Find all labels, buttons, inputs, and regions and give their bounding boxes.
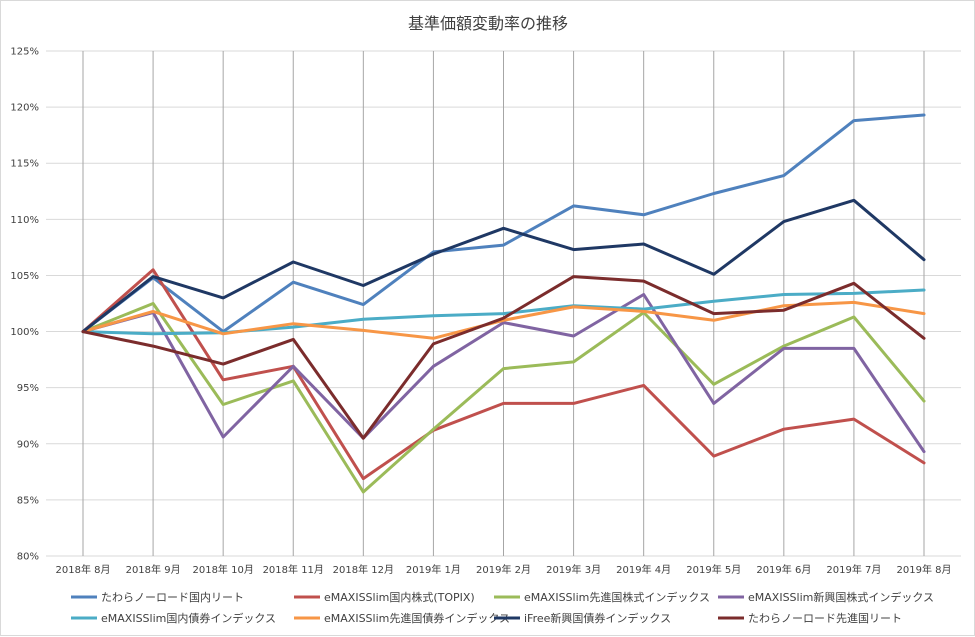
series-line-2 — [81, 268, 926, 481]
x-tick-label: 2019年 7月 — [826, 563, 881, 576]
legend-item: たわらノーロード国内リート — [71, 590, 244, 604]
legend-label: eMAXISSlim新興国株式インデックス — [748, 590, 934, 604]
y-tick-label: 110% — [10, 215, 39, 226]
legend-label: eMAXISSlim国内債券インデックス — [101, 611, 276, 625]
legend-item: eMAXISSlim国内債券インデックス — [71, 611, 276, 625]
grid — [46, 50, 961, 557]
legend-item: eMAXISSlim先進国債券インデックス — [294, 611, 510, 625]
legend-item: たわらノーロード先進国リート — [718, 612, 902, 625]
y-tick-label: 115% — [10, 159, 39, 170]
series-line-7 — [81, 198, 926, 334]
series-line-6 — [81, 300, 926, 340]
chart-title: 基準価額変動率の推移 — [408, 14, 568, 33]
legend-label: たわらノーロード国内リート — [101, 590, 244, 604]
legend: たわらノーロード国内リート eMAXISSlim国内株式(TOPIX) eMAXIS… — [71, 590, 934, 625]
legend-label: たわらノーロード先進国リート — [748, 612, 902, 625]
series-lines — [81, 113, 926, 494]
y-tick-label: 100% — [10, 327, 39, 338]
y-tick-label: 95% — [17, 383, 39, 394]
legend-item: eMAXISSlim新興国株式インデックス — [718, 590, 934, 604]
y-tick-label: 120% — [10, 103, 39, 114]
x-axis-ticks: 2018年 8月 2018年 9月 2018年 10月 2018年 11月 2018年 … — [56, 563, 952, 576]
series-line-4 — [81, 293, 926, 454]
x-tick-label: 2018年 10月 — [192, 563, 253, 576]
x-tick-label: 2018年 8月 — [56, 563, 111, 576]
x-tick-label: 2019年 3月 — [546, 563, 601, 576]
series-line-8 — [81, 275, 926, 440]
x-tick-label: 2018年 11月 — [263, 563, 324, 576]
y-tick-label: 105% — [10, 271, 39, 282]
x-tick-label: 2019年 1月 — [406, 563, 461, 576]
x-tick-label: 2019年 8月 — [897, 563, 952, 576]
legend-item: eMAXISSlim国内株式(TOPIX) — [294, 590, 475, 604]
y-tick-label: 85% — [17, 495, 39, 506]
series-line-3 — [81, 302, 926, 494]
x-tick-label: 2018年 9月 — [126, 563, 181, 576]
y-tick-label: 80% — [17, 552, 39, 563]
y-tick-label: 125% — [10, 47, 39, 58]
x-tick-label: 2019年 2月 — [476, 563, 531, 576]
x-tick-label: 2018年 12月 — [333, 563, 394, 576]
legend-item: eMAXISSlim先進国株式インデックス — [494, 590, 710, 604]
x-tick-label: 2019年 4月 — [616, 563, 671, 576]
legend-label: eMAXISSlim先進国株式インデックス — [524, 590, 710, 604]
legend-label: eMAXISSlim国内株式(TOPIX) — [324, 590, 475, 604]
legend-label: iFree新興国債券インデックス — [524, 611, 671, 625]
legend-label: eMAXISSlim先進国債券インデックス — [324, 611, 510, 625]
y-axis-ticks: 80% 85% 90% 95% 100% 105% 110% 115% 120% 125% — [10, 47, 39, 563]
x-tick-label: 2019年 6月 — [756, 563, 811, 576]
legend-item: iFree新興国債券インデックス — [494, 611, 671, 625]
y-tick-label: 90% — [17, 439, 39, 450]
x-tick-label: 2019年 5月 — [686, 563, 741, 576]
